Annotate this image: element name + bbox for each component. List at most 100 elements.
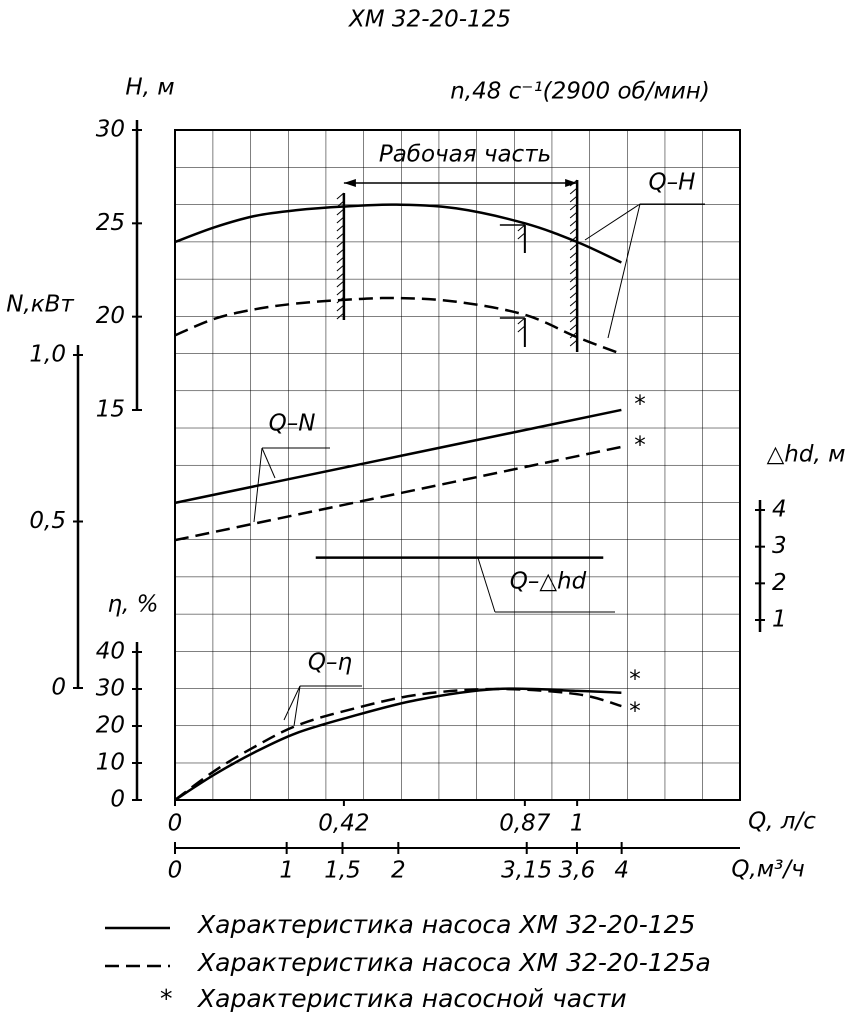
- hatch: [569, 275, 578, 283]
- y-tick-label: 0,5: [29, 508, 66, 534]
- y-tick-label: 20: [96, 303, 125, 329]
- hatch: [336, 264, 345, 272]
- y-tick-label: 0: [51, 675, 66, 701]
- curve: [174, 445, 622, 542]
- hatch: [569, 243, 578, 251]
- hatch: [569, 283, 578, 291]
- hatch: [569, 211, 578, 219]
- chart-subtitle: n,48 с⁻¹(2900 об/мин): [450, 79, 710, 105]
- x2-tick-label: 3,6: [559, 858, 596, 884]
- plot-frame: [174, 129, 741, 801]
- curve: [174, 203, 622, 264]
- curve-label: Q–η: [308, 650, 352, 676]
- hatch: [569, 339, 578, 347]
- y-axis-label: H, м: [125, 75, 174, 101]
- hatch: [569, 267, 578, 275]
- pump-part-marker: *: [629, 699, 641, 725]
- hatch: [336, 256, 345, 264]
- y-axis-label: △hd, м: [767, 442, 846, 468]
- hatch: [517, 224, 526, 232]
- legend-label: Характеристика насосной части: [196, 984, 627, 1013]
- hatch: [336, 216, 345, 224]
- curve: [174, 408, 622, 505]
- legend-label: Характеристика насоса ХМ 32-20-125: [196, 910, 695, 939]
- hatch: [336, 296, 345, 304]
- curve: [174, 687, 622, 802]
- pump-part-marker: *: [634, 433, 646, 459]
- x-tick-label: 1: [570, 811, 585, 837]
- hatch: [569, 235, 578, 243]
- curve-label: Q–△hd: [510, 569, 587, 595]
- hatch: [336, 200, 345, 208]
- y-tick-label: 25: [96, 210, 125, 236]
- hatch: [517, 232, 526, 240]
- hatch: [517, 325, 526, 333]
- curve-label: Q–H: [649, 170, 696, 196]
- hatch: [336, 280, 345, 288]
- y-tick-label: 30: [96, 676, 125, 702]
- x-axis-label: Q, л/с: [748, 809, 816, 835]
- leader: [293, 685, 301, 727]
- leader: [584, 203, 641, 241]
- x-tick-label: 0,42: [318, 811, 369, 837]
- y-axis-label: η, %: [107, 592, 158, 618]
- working-range-label: Рабочая часть: [379, 142, 551, 168]
- hatch: [336, 240, 345, 248]
- pump-part-marker: *: [629, 667, 641, 693]
- leader: [253, 447, 263, 523]
- y-tick-label: 3: [772, 533, 787, 559]
- curve-label: Q–N: [269, 411, 316, 437]
- hatch: [569, 331, 578, 339]
- hatch: [569, 227, 578, 235]
- curve: [174, 687, 622, 802]
- hatch: [569, 323, 578, 331]
- hatch: [336, 312, 345, 320]
- x-tick-label: 0,87: [499, 811, 551, 837]
- hatch: [569, 291, 578, 299]
- chart-title: ХМ 32-20-125: [348, 7, 511, 33]
- legend-marker: *: [160, 984, 173, 1013]
- y-tick-label: 4: [772, 497, 787, 523]
- pump-part-marker: *: [634, 392, 646, 418]
- y-tick-label: 15: [96, 397, 125, 423]
- x2-tick-label: 0: [168, 858, 183, 884]
- leader: [283, 685, 301, 721]
- hatch: [569, 259, 578, 267]
- y-tick-label: 1: [772, 607, 787, 633]
- y-tick-label: 1,0: [29, 342, 66, 368]
- hatch: [336, 304, 345, 312]
- x2-tick-label: 4: [614, 858, 629, 884]
- hatch: [336, 208, 345, 216]
- y-tick-label: 30: [96, 117, 125, 143]
- y-tick-label: 2: [772, 570, 787, 596]
- y-axis-label: N,кВт: [6, 292, 74, 318]
- x2-tick-label: 1: [279, 858, 294, 884]
- hatch: [336, 192, 345, 200]
- x2-tick-label: 3,15: [501, 858, 552, 884]
- x-tick-label: 0: [168, 811, 183, 837]
- hatch: [569, 251, 578, 259]
- curve: [174, 296, 622, 356]
- x2-axis-label: Q,м³/ч: [731, 857, 804, 883]
- leader: [607, 203, 641, 339]
- hatch: [569, 203, 578, 211]
- hatch: [569, 187, 578, 195]
- hatch: [336, 288, 345, 296]
- hatch: [569, 219, 578, 227]
- x2-tick-label: 2: [391, 858, 406, 884]
- y-tick-label: 40: [96, 639, 125, 665]
- hatch: [336, 224, 345, 232]
- hatch: [569, 307, 578, 315]
- y-tick-label: 20: [96, 713, 125, 739]
- y-tick-label: 0: [110, 787, 125, 813]
- hatch: [569, 195, 578, 203]
- hatch: [517, 317, 526, 325]
- legend-label: Характеристика насоса ХМ 32-20-125а: [196, 948, 711, 977]
- hatch: [336, 272, 345, 280]
- hatch: [336, 248, 345, 256]
- leader: [261, 447, 276, 479]
- hatch: [336, 232, 345, 240]
- hatch: [569, 315, 578, 323]
- hatch: [569, 299, 578, 307]
